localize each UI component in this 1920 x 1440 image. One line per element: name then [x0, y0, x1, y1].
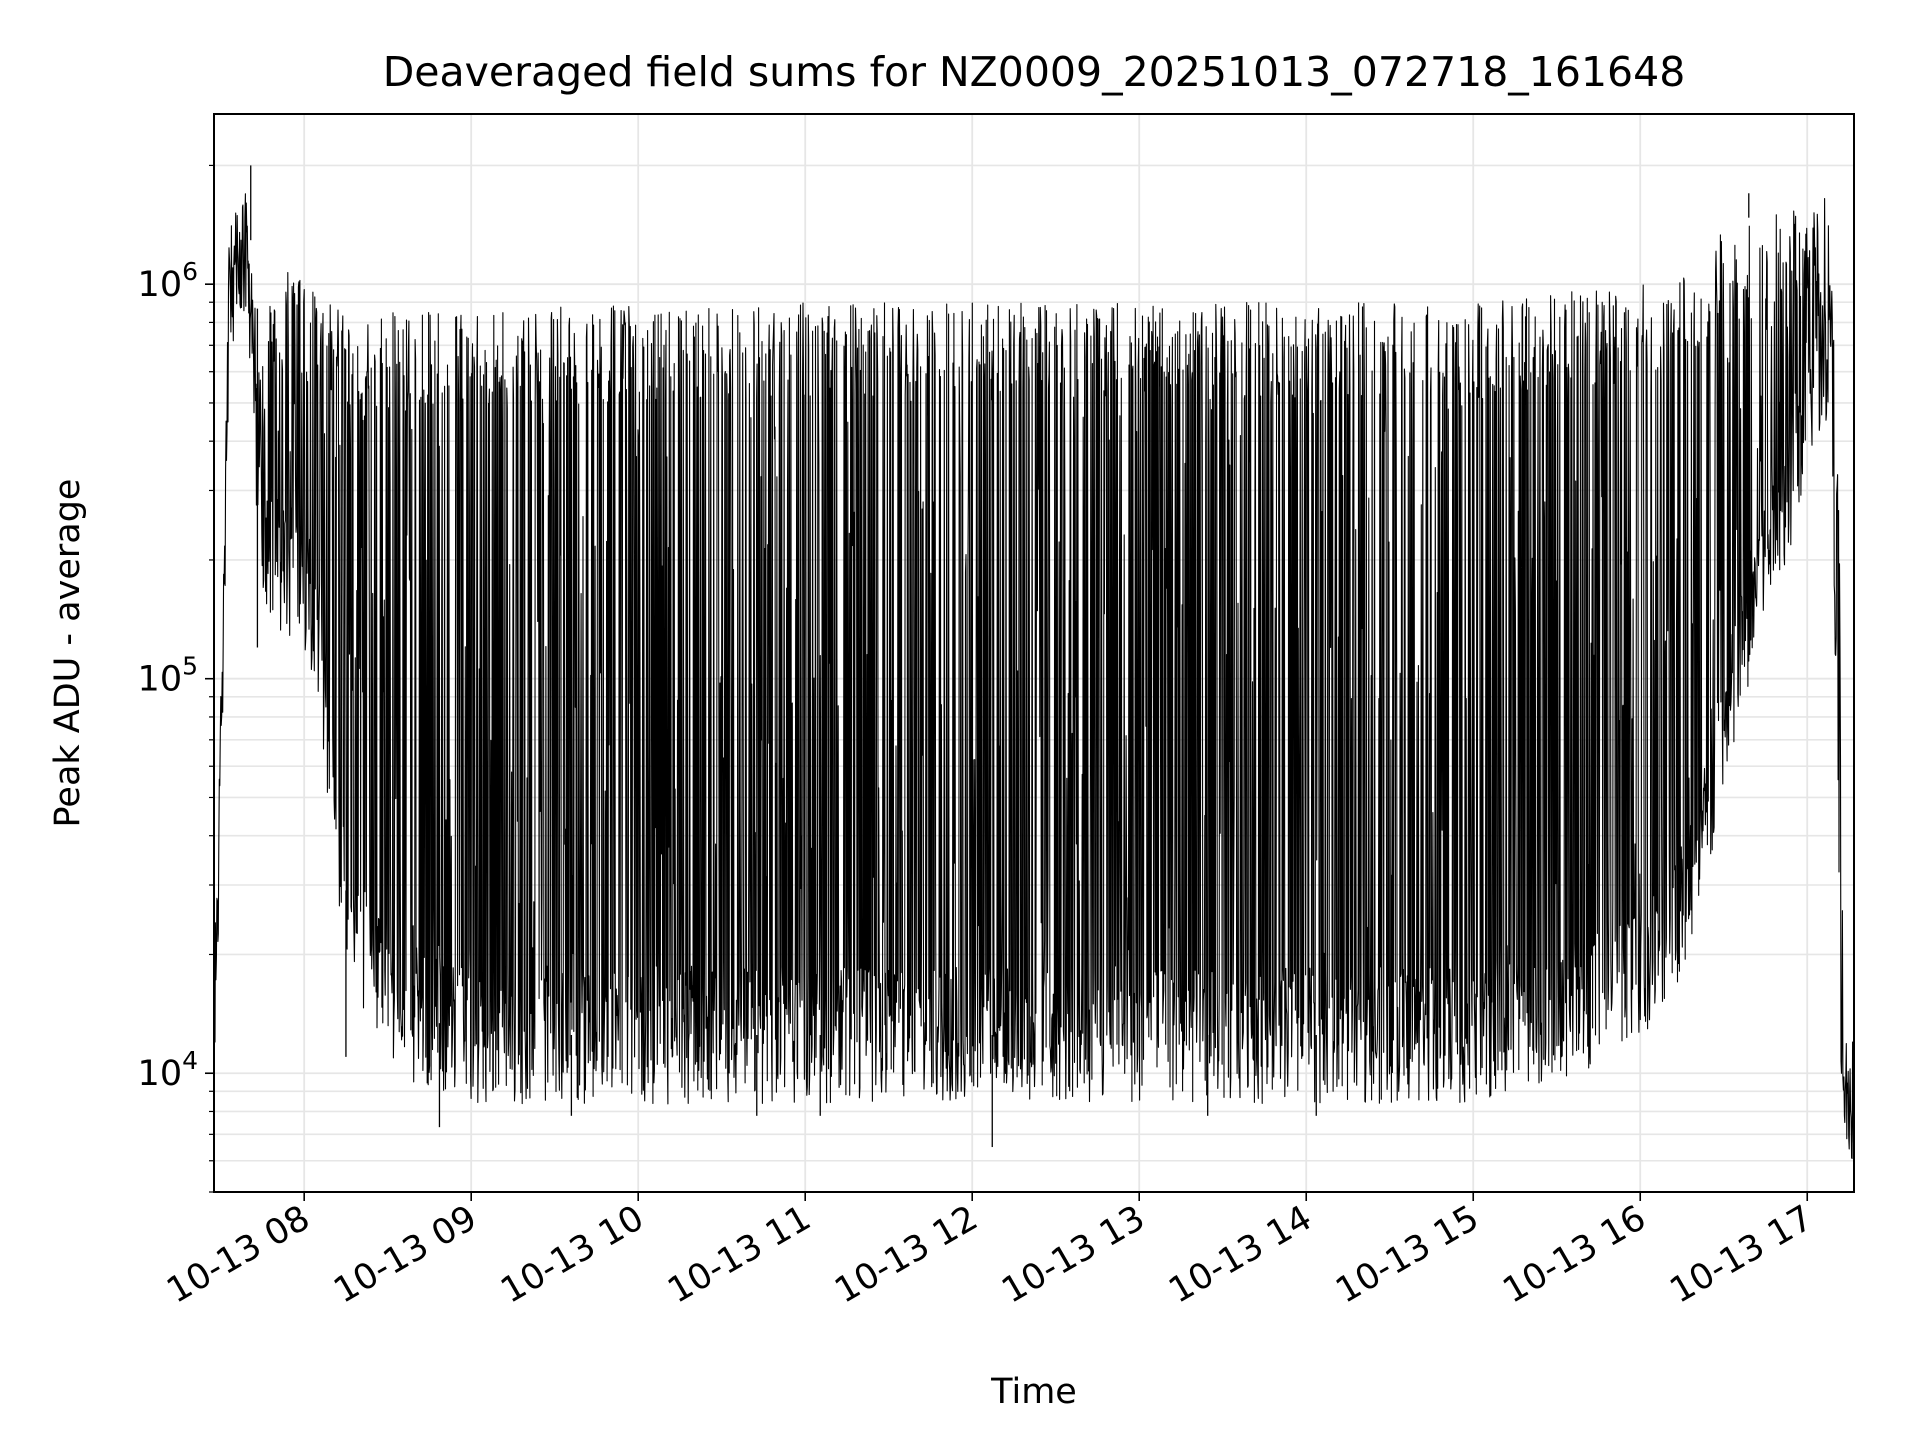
y-tick-exponent: 6: [182, 257, 198, 286]
plot-frame: [213, 113, 1855, 1193]
chart-title: Deaveraged field sums for NZ0009_2025101…: [383, 48, 1686, 96]
y-tick-label: 104: [138, 1046, 198, 1094]
y-tick-base: 10: [138, 660, 183, 700]
y-tick-exponent: 5: [182, 652, 198, 681]
y-axis-label: Peak ADU - average: [48, 479, 88, 828]
y-tick-label: 105: [138, 652, 198, 700]
y-tick-exponent: 4: [182, 1046, 198, 1075]
series-path: [213, 193, 1855, 1160]
x-axis-label: Time: [990, 1372, 1077, 1412]
series-line: [213, 165, 1855, 1160]
y-tick-label: 106: [138, 257, 198, 305]
y-tick-base: 10: [138, 1054, 183, 1094]
y-tick-base: 10: [138, 265, 183, 305]
